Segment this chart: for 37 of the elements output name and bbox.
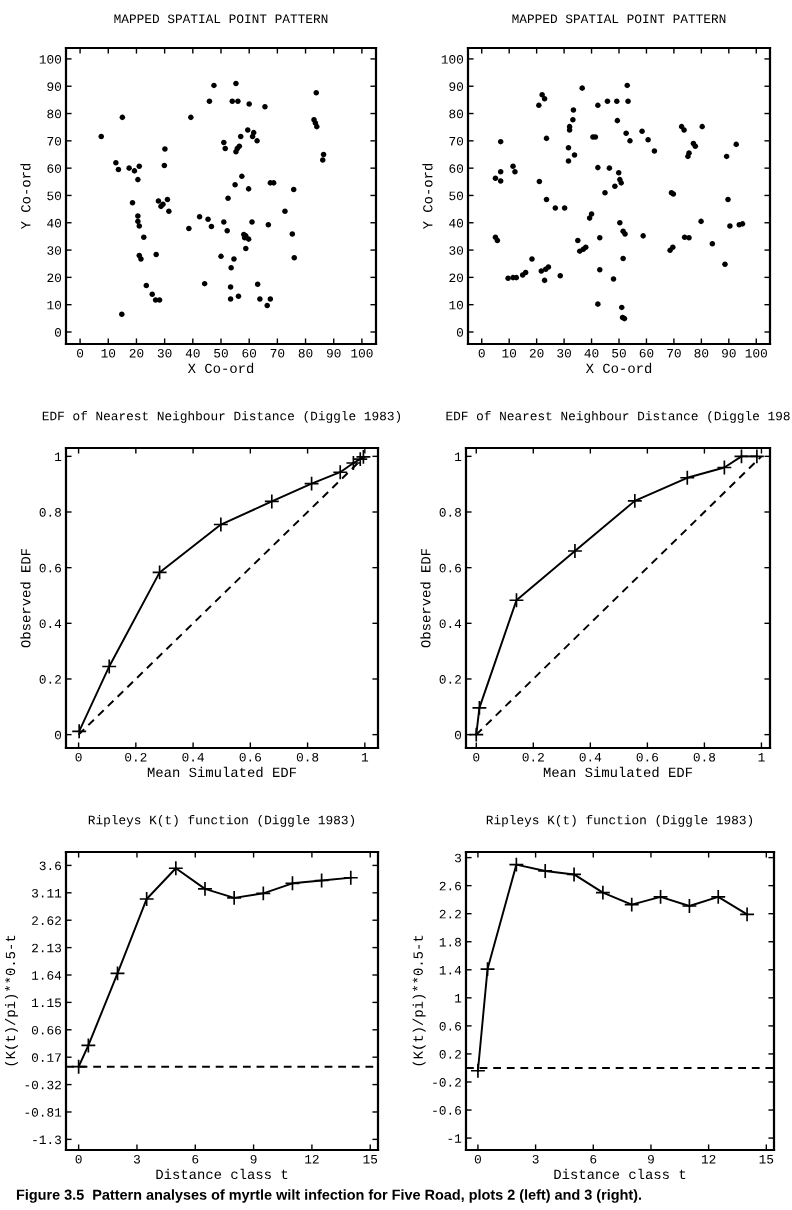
point <box>623 896 640 913</box>
point <box>595 884 611 901</box>
point <box>226 890 242 906</box>
point <box>343 869 359 886</box>
point <box>749 448 765 465</box>
point <box>679 469 696 486</box>
point <box>537 863 553 879</box>
point <box>652 889 669 905</box>
point <box>470 1062 486 1079</box>
point <box>566 866 582 883</box>
point <box>627 493 643 509</box>
point <box>151 564 168 581</box>
point <box>71 723 87 740</box>
point <box>567 543 583 559</box>
point <box>168 860 184 876</box>
point <box>197 881 213 897</box>
point <box>710 889 727 905</box>
point <box>284 875 301 892</box>
point <box>80 1037 97 1054</box>
point <box>471 700 488 716</box>
point <box>213 516 229 533</box>
point <box>109 965 126 982</box>
point <box>479 961 496 977</box>
point <box>739 906 755 923</box>
point <box>264 493 280 510</box>
point <box>733 448 750 465</box>
point <box>138 891 155 907</box>
point <box>101 658 118 675</box>
point <box>255 885 272 902</box>
point <box>508 592 525 609</box>
point <box>303 475 320 492</box>
point <box>313 872 330 889</box>
point <box>716 459 733 476</box>
point <box>332 464 348 480</box>
point <box>681 898 698 914</box>
point <box>508 856 525 873</box>
point <box>468 726 485 743</box>
